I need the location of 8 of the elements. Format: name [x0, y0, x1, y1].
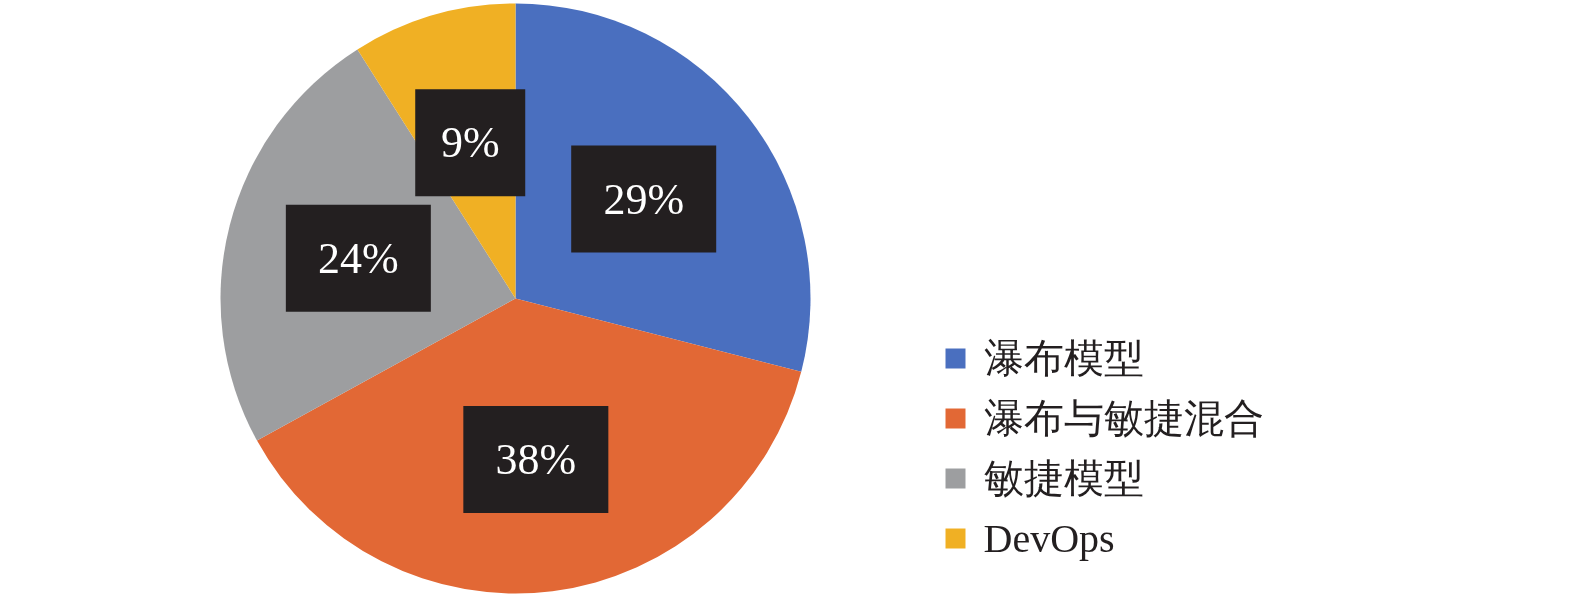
legend-label: 瀑布模型	[983, 336, 1144, 381]
data-label: 29%	[603, 174, 685, 224]
legend-label: 瀑布与敏捷混合	[983, 396, 1264, 441]
data-label: 9%	[440, 118, 500, 168]
data-label: 38%	[495, 434, 577, 484]
legend-label: DevOps	[983, 516, 1115, 561]
data-label: 24%	[318, 233, 399, 283]
legend-label: 敏捷模型	[983, 456, 1144, 501]
